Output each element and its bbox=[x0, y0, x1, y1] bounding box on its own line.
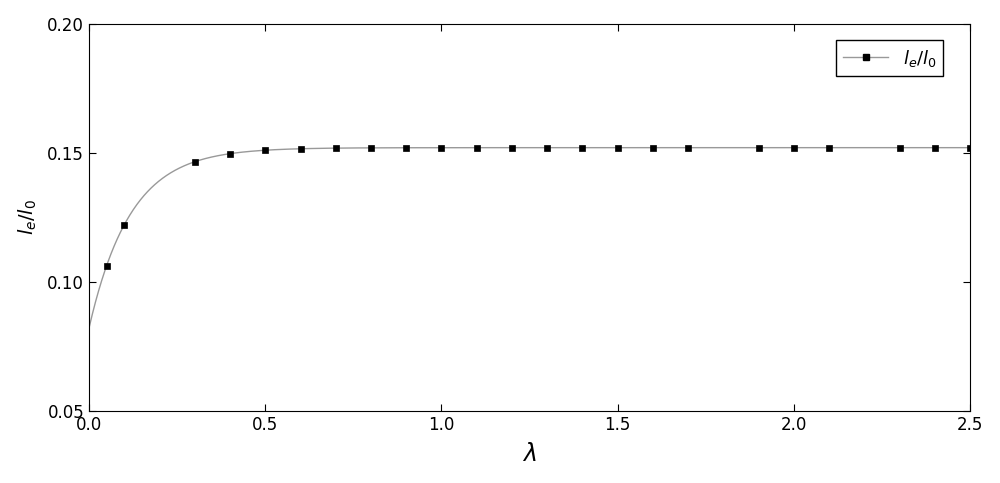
$l_e/l_0$ bbox=[964, 145, 976, 151]
$l_e/l_0$ bbox=[435, 145, 447, 151]
$l_e/l_0$ bbox=[647, 145, 659, 151]
$l_e/l_0$ bbox=[576, 145, 588, 151]
$l_e/l_0$ bbox=[753, 145, 765, 151]
$l_e/l_0$ bbox=[330, 145, 342, 151]
$l_e/l_0$ bbox=[295, 146, 307, 152]
$l_e/l_0$ bbox=[224, 151, 236, 156]
$l_e/l_0$ bbox=[894, 145, 906, 151]
$l_e/l_0$ bbox=[101, 263, 113, 269]
$l_e/l_0$ bbox=[365, 145, 377, 151]
Y-axis label: $l_e/l_0$: $l_e/l_0$ bbox=[17, 199, 39, 235]
$l_e/l_0$ bbox=[189, 159, 201, 165]
$l_e/l_0$ bbox=[612, 145, 624, 151]
$l_e/l_0$ bbox=[118, 222, 130, 227]
$l_e/l_0$ bbox=[823, 145, 835, 151]
$l_e/l_0$ bbox=[471, 145, 483, 151]
X-axis label: $\lambda$: $\lambda$ bbox=[522, 442, 537, 466]
$l_e/l_0$ bbox=[259, 147, 271, 153]
$l_e/l_0$ bbox=[506, 145, 518, 151]
$l_e/l_0$ bbox=[788, 145, 800, 151]
$l_e/l_0$ bbox=[541, 145, 553, 151]
Legend: $l_e/l_0$: $l_e/l_0$ bbox=[836, 41, 943, 76]
Line: $l_e/l_0$: $l_e/l_0$ bbox=[103, 144, 974, 269]
$l_e/l_0$ bbox=[400, 145, 412, 151]
$l_e/l_0$ bbox=[929, 145, 941, 151]
$l_e/l_0$ bbox=[682, 145, 694, 151]
